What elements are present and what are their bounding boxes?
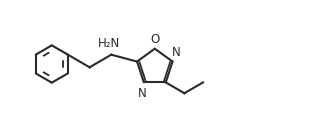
Text: N: N [138, 87, 147, 99]
Text: N: N [172, 45, 181, 58]
Text: H₂N: H₂N [98, 37, 120, 50]
Text: O: O [150, 32, 159, 45]
